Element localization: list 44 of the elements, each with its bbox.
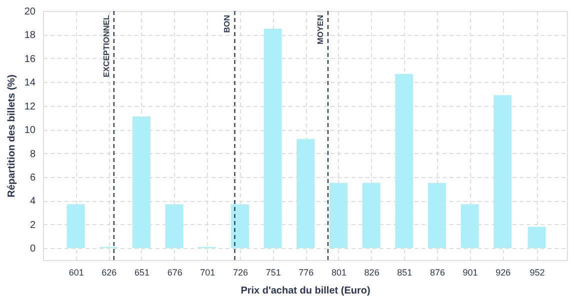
bar	[528, 226, 546, 248]
x-tick-label: 776	[298, 268, 314, 278]
y-tick-label: 8	[30, 148, 36, 160]
x-tick-label: 801	[331, 268, 347, 278]
ref-line-label: EXCEPTIONNEL	[102, 14, 111, 78]
y-tick-label: 2	[30, 220, 36, 231]
x-tick-label: 876	[430, 268, 445, 278]
x-axis-title: Prix d'achat du billet (Euro)	[240, 286, 370, 296]
y-tick-label: 20	[24, 6, 36, 18]
y-axis-title: Répartition des billets (%)	[6, 74, 18, 198]
x-tick-label: 701	[200, 268, 216, 278]
x-tick-label: 926	[496, 268, 511, 278]
y-tick-label: 14	[24, 78, 36, 89]
bar	[230, 204, 249, 248]
y-tick-label: 6	[30, 172, 36, 184]
y-tick-label: 10	[24, 125, 36, 136]
x-tick-label: 952	[530, 268, 545, 278]
x-tick-label: 626	[102, 268, 117, 278]
bar	[132, 116, 150, 248]
y-tick-label: 4	[30, 196, 36, 208]
bar	[428, 182, 446, 248]
x-tick-label: 726	[232, 268, 248, 278]
ref-line-label: BON	[222, 14, 232, 33]
y-tick-label: 16	[24, 54, 36, 65]
bar	[329, 182, 348, 248]
x-tick-label: 826	[364, 268, 380, 278]
x-tick-label: 601	[68, 268, 84, 278]
bar	[362, 182, 380, 248]
x-tick-label: 901	[462, 268, 478, 278]
bar	[494, 95, 512, 248]
bar	[395, 74, 414, 248]
bar	[165, 204, 184, 248]
x-tick-label: 676	[167, 268, 182, 278]
bar	[66, 204, 85, 248]
x-tick-label: 751	[266, 268, 281, 278]
y-tick-label: 0	[30, 244, 36, 255]
y-tick-label: 18	[24, 30, 36, 42]
x-tick-label: 851	[397, 268, 412, 278]
bar	[460, 204, 479, 248]
bar	[296, 139, 315, 248]
x-tick-label: 651	[134, 268, 150, 278]
bar	[264, 28, 282, 248]
ref-line-label: MOYEN	[316, 14, 325, 44]
y-tick-label: 12	[24, 101, 36, 112]
